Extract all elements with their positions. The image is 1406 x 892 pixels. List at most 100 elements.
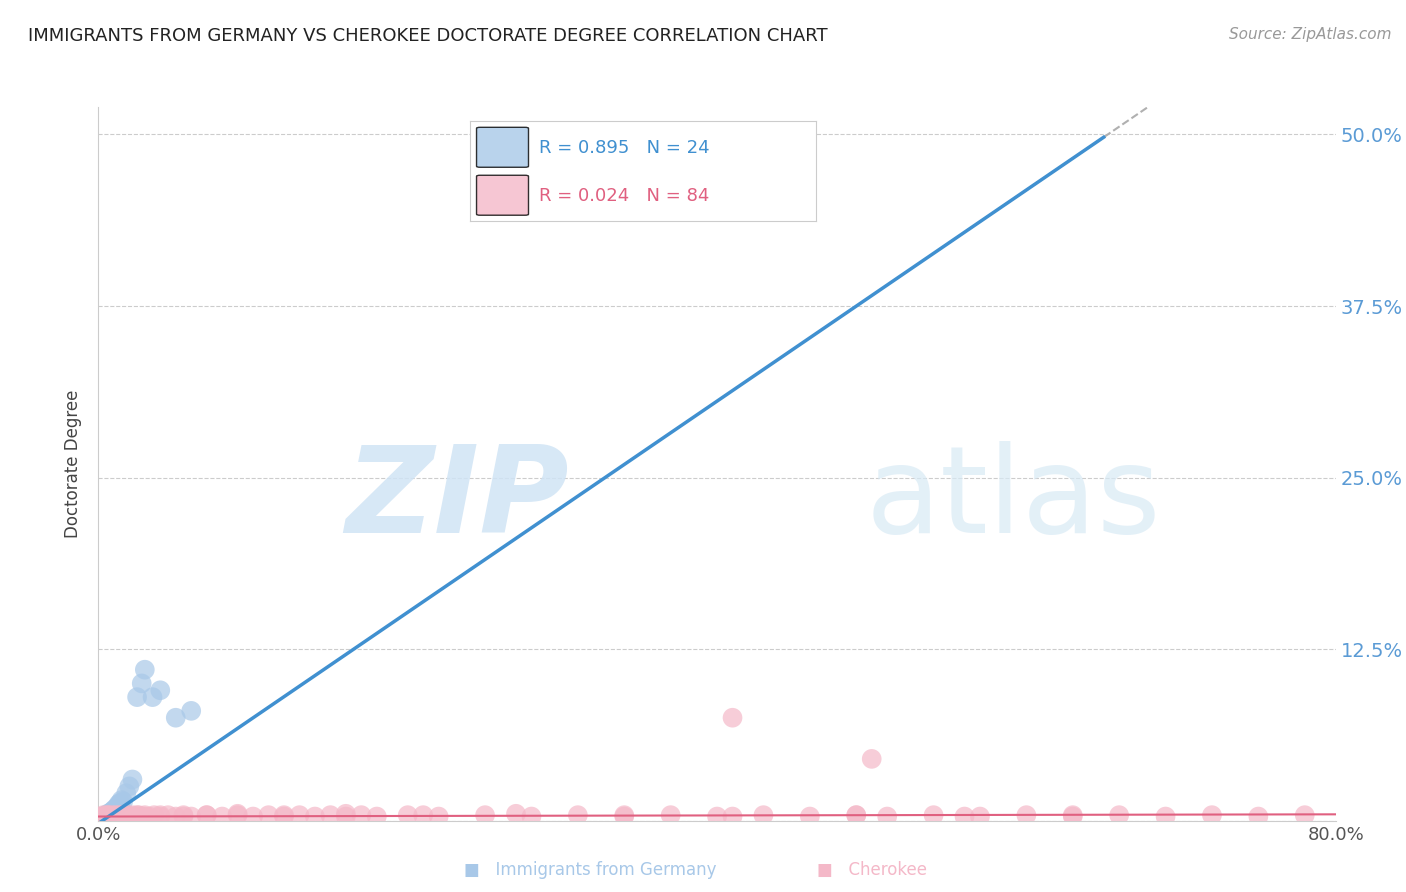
Point: [721, 711, 744, 725]
Point: [304, 809, 326, 823]
Point: [91, 808, 114, 822]
Point: [969, 809, 991, 823]
Text: atlas: atlas: [866, 441, 1161, 558]
Point: [105, 800, 128, 814]
Point: [273, 808, 295, 822]
Point: [98, 808, 121, 822]
Text: ■   Immigrants from Germany: ■ Immigrants from Germany: [464, 861, 717, 879]
Point: [1294, 808, 1316, 822]
Point: [131, 676, 153, 690]
Point: [91, 809, 114, 823]
Point: [100, 809, 122, 823]
Point: [91, 809, 114, 823]
Text: ■   Cherokee: ■ Cherokee: [817, 861, 927, 879]
Point: [124, 809, 146, 823]
Point: [1154, 809, 1177, 823]
Point: [142, 690, 165, 705]
Point: [567, 808, 589, 822]
Point: [180, 809, 202, 823]
Point: [173, 808, 195, 822]
Point: [876, 809, 898, 823]
Point: [845, 808, 868, 822]
Point: [112, 809, 135, 823]
Point: [143, 808, 166, 822]
Point: [105, 809, 128, 823]
Point: [799, 809, 821, 823]
Point: [96, 808, 118, 822]
Point: [97, 806, 120, 821]
Point: [127, 808, 149, 822]
Point: [131, 809, 153, 823]
Point: [319, 808, 342, 822]
Text: ZIP: ZIP: [344, 441, 568, 558]
Point: [111, 808, 134, 822]
Point: [288, 808, 311, 822]
Point: [90, 809, 112, 823]
Point: [226, 806, 249, 821]
Point: [659, 808, 682, 822]
Point: [721, 809, 744, 823]
Point: [1247, 809, 1270, 823]
Point: [165, 711, 187, 725]
Point: [335, 809, 357, 823]
Point: [350, 808, 373, 822]
Point: [104, 808, 127, 822]
Point: [1108, 808, 1130, 822]
Point: [273, 809, 295, 823]
Point: [93, 809, 115, 823]
Point: [104, 801, 127, 815]
Point: [366, 809, 388, 823]
Point: [97, 808, 120, 822]
Point: [108, 796, 131, 810]
Point: [149, 683, 172, 698]
Point: [114, 808, 136, 822]
Point: [860, 752, 883, 766]
Point: [1062, 809, 1084, 823]
Text: IMMIGRANTS FROM GERMANY VS CHEROKEE DOCTORATE DEGREE CORRELATION CHART: IMMIGRANTS FROM GERMANY VS CHEROKEE DOCT…: [28, 27, 828, 45]
Point: [396, 808, 419, 822]
Point: [115, 809, 138, 823]
Point: [922, 808, 945, 822]
Point: [1062, 808, 1084, 822]
Point: [107, 808, 129, 822]
Point: [149, 809, 172, 823]
Point: [121, 808, 143, 822]
Point: [117, 808, 139, 822]
Point: [845, 808, 868, 822]
Point: [101, 808, 124, 822]
Point: [195, 808, 218, 822]
Point: [103, 809, 125, 823]
Point: [257, 808, 280, 822]
Point: [121, 772, 143, 787]
Point: [953, 809, 976, 823]
Point: [335, 806, 357, 821]
Point: [98, 806, 121, 821]
Point: [118, 809, 141, 823]
Point: [128, 808, 150, 822]
Point: [100, 805, 122, 820]
Point: [1201, 808, 1223, 822]
Point: [127, 690, 149, 705]
Point: [165, 809, 187, 823]
Point: [103, 809, 125, 823]
Point: [613, 808, 636, 822]
Point: [520, 809, 543, 823]
Point: [149, 808, 172, 822]
Point: [180, 704, 202, 718]
Point: [118, 780, 141, 794]
Text: Source: ZipAtlas.com: Source: ZipAtlas.com: [1229, 27, 1392, 42]
Point: [103, 803, 125, 817]
Point: [675, 148, 697, 162]
Point: [427, 809, 450, 823]
Point: [138, 809, 160, 823]
Y-axis label: Doctorate Degree: Doctorate Degree: [65, 390, 83, 538]
Point: [173, 809, 195, 823]
Point: [101, 804, 124, 818]
Point: [115, 786, 138, 800]
Point: [211, 809, 233, 823]
Point: [752, 808, 775, 822]
Point: [118, 809, 141, 823]
Point: [108, 809, 131, 823]
Point: [412, 808, 434, 822]
Point: [134, 808, 156, 822]
